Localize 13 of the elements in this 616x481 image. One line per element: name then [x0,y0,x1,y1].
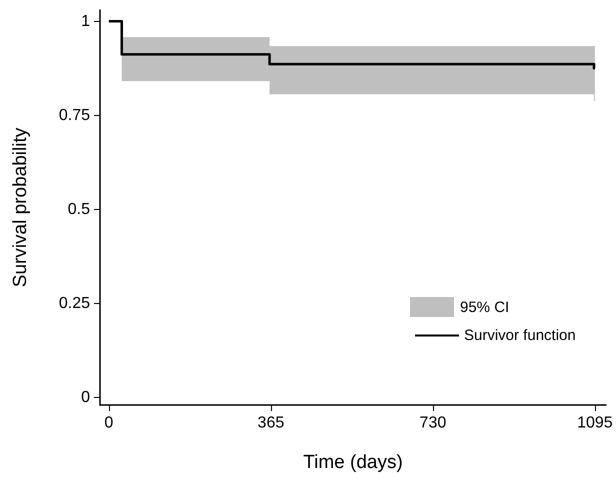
x-tick-label: 730 [420,414,446,432]
y-tick-label: 0.75 [58,106,90,124]
y-tick-label: 1 [81,12,90,30]
y-tick-label: 0.5 [68,200,90,218]
legend-label: Survivor function [464,327,576,344]
x-tick-label: 1095 [577,414,613,432]
x-axis-title: Time (days) [303,452,403,473]
annotation: 95% CI [460,298,510,316]
y-axis-title: Survival probability [10,127,31,288]
y-tick-label: 0 [81,388,90,406]
y-tick-label: 0.25 [58,294,90,312]
x-tick-label: 365 [258,414,284,432]
x-tick-label: 0 [104,414,114,432]
